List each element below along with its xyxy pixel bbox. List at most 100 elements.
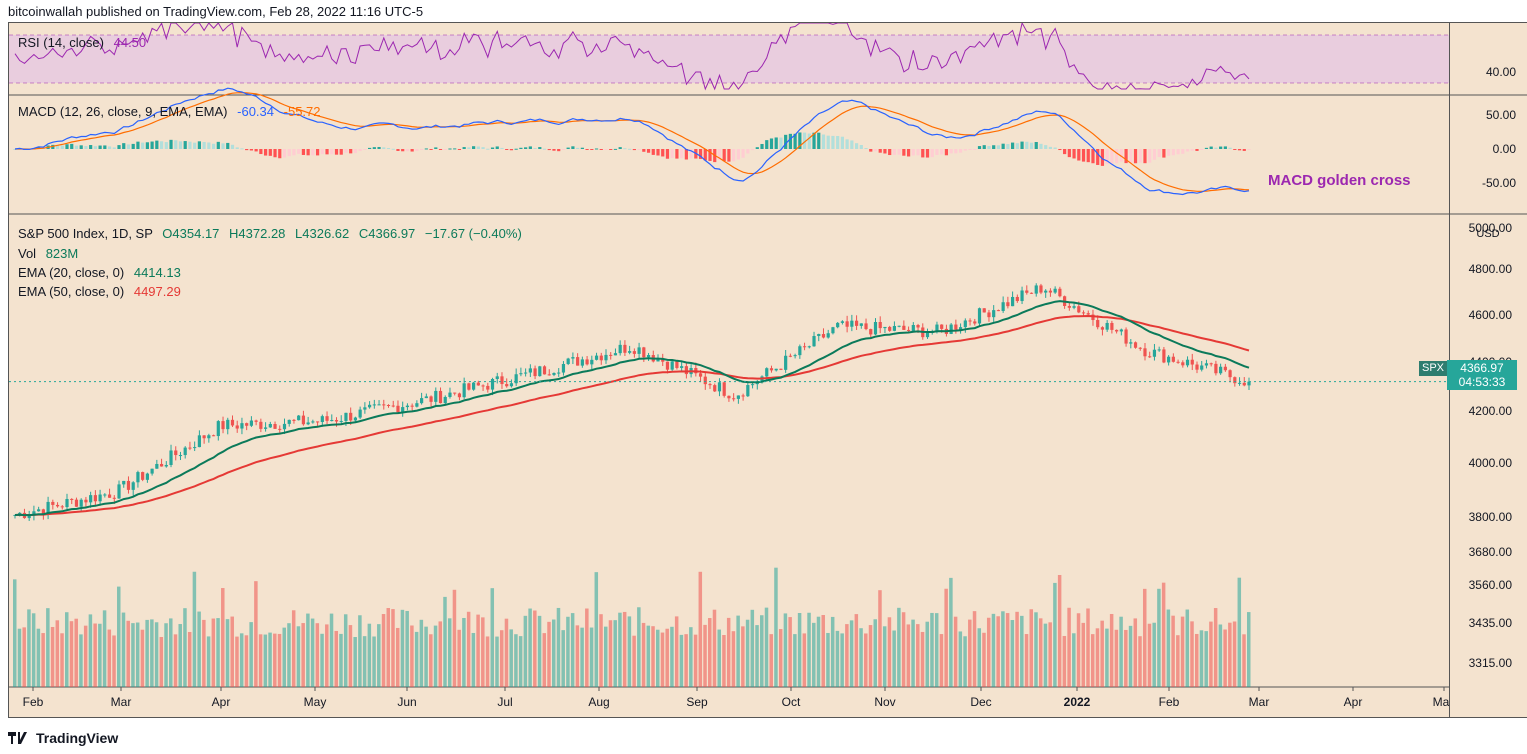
- candle-body: [680, 366, 684, 368]
- candle-body: [1190, 359, 1194, 365]
- macd-histogram-bar: [869, 149, 873, 152]
- macd-histogram-bar: [524, 147, 528, 149]
- macd-histogram-bar: [1025, 141, 1029, 149]
- candle-body: [628, 351, 632, 353]
- candle-body: [438, 390, 443, 404]
- footer-brand[interactable]: TradingView: [8, 730, 118, 746]
- macd-histogram-bar: [821, 134, 826, 149]
- candle-body: [916, 325, 920, 328]
- candle-body: [169, 450, 173, 465]
- volume-bar: [982, 632, 986, 687]
- rsi-axis-label: 40.00: [1486, 65, 1516, 79]
- macd-histogram-bar: [306, 149, 310, 156]
- candle-body: [1067, 305, 1071, 308]
- candle-body: [949, 324, 953, 334]
- macd-histogram-bar: [107, 146, 112, 149]
- candle-body: [1020, 290, 1024, 302]
- candle-body: [1001, 302, 1005, 311]
- macd-histogram-bar: [74, 145, 79, 149]
- macd-histogram-bar: [968, 149, 972, 150]
- candle-body: [892, 325, 897, 331]
- candle-body: [401, 407, 405, 413]
- volume-bar: [410, 625, 414, 687]
- macd-histogram-bar: [1223, 146, 1227, 149]
- macd-histogram-bar: [178, 141, 183, 149]
- volume-bar: [1062, 635, 1067, 687]
- candle-body: [708, 384, 712, 386]
- volume-bar: [542, 633, 547, 687]
- macd-histogram-bar: [415, 149, 419, 151]
- macd-histogram-bar: [798, 132, 802, 149]
- candle-body: [410, 405, 414, 407]
- macd-histogram-bar: [221, 143, 225, 149]
- volume-bar: [102, 610, 107, 687]
- macd-histogram-bar: [1072, 149, 1076, 159]
- volume-bar: [637, 607, 641, 687]
- candle-body: [1200, 365, 1204, 370]
- volume-bar: [958, 631, 963, 687]
- macd-histogram-bar: [315, 149, 320, 156]
- macd-histogram-bar: [481, 147, 485, 149]
- candle-body: [55, 504, 60, 507]
- macd-histogram-bar: [448, 148, 452, 150]
- macd-histogram-bar: [188, 141, 192, 149]
- macd-histogram-bar: [150, 141, 154, 149]
- volume-bar: [117, 586, 121, 687]
- volume-bar: [424, 626, 428, 687]
- volume-bar: [334, 630, 339, 687]
- macd-histogram-bar: [840, 136, 844, 149]
- candle-body: [51, 501, 55, 505]
- candle-body: [315, 421, 320, 423]
- candle-body: [415, 403, 419, 407]
- candle-body: [443, 396, 447, 404]
- volume-bar: [339, 633, 343, 687]
- macd-histogram-bar: [680, 149, 684, 159]
- macd-histogram-bar: [911, 149, 915, 156]
- candle-body: [1152, 349, 1157, 357]
- candle-body: [32, 511, 36, 516]
- volume-bar: [745, 619, 750, 687]
- chart-area[interactable]: Feb Mar Apr May Jun Jul Aug Sep Oct Nov Dec 2022 Feb…: [8, 21, 1455, 718]
- macd-histogram-bar: [1242, 149, 1246, 151]
- macd-histogram-bar: [311, 149, 315, 156]
- volume-bar: [783, 613, 788, 687]
- macd-histogram-bar: [750, 149, 755, 151]
- volume-bar: [154, 622, 159, 687]
- candle-body: [557, 372, 561, 374]
- macd-histogram-bar: [1081, 149, 1086, 162]
- candle-body: [386, 405, 391, 407]
- macd-histogram-bar: [774, 137, 778, 149]
- candle-body: [1133, 342, 1138, 348]
- chart-canvas[interactable]: Feb Mar Apr May Jun Jul Aug Sep Oct Nov Dec 2022 Feb…: [9, 21, 1455, 717]
- candle-body: [183, 447, 187, 456]
- candle-body: [367, 404, 372, 408]
- macd-histogram-bar: [717, 149, 722, 160]
- volume-bar: [150, 619, 154, 687]
- macd-histogram-bar: [817, 132, 821, 149]
- macd-histogram-bar: [145, 142, 149, 149]
- volume-bar: [627, 616, 632, 687]
- candle-body: [831, 327, 835, 334]
- candle-body: [1181, 362, 1185, 366]
- macd-histogram-bar: [235, 147, 239, 149]
- macd-histogram-bar: [533, 148, 537, 150]
- volume-bar: [1119, 616, 1123, 687]
- price-axis-label: 3680.00: [1469, 545, 1513, 559]
- volume-bar: [178, 624, 182, 687]
- volume-bar: [145, 619, 149, 687]
- volume-bar: [1081, 622, 1086, 687]
- macd-histogram-bar: [65, 144, 69, 149]
- macd-histogram-bar: [566, 147, 570, 149]
- macd-annotation: MACD golden cross: [1268, 172, 1411, 189]
- candle-body: [457, 393, 462, 398]
- volume-bar: [225, 619, 230, 687]
- volume-bar: [452, 589, 457, 687]
- volume-bar: [239, 633, 244, 687]
- candle-body: [155, 463, 159, 469]
- macd-histogram-bar: [1029, 142, 1034, 149]
- macd-histogram-bar: [429, 149, 433, 150]
- candle-body: [240, 423, 244, 429]
- candle-body: [604, 354, 608, 361]
- volume-bar: [1190, 621, 1194, 687]
- volume-bar: [1152, 622, 1156, 687]
